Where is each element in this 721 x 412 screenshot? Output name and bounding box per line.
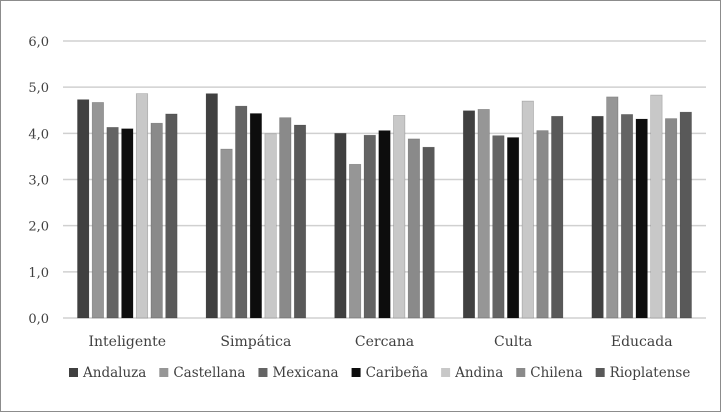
bar-andaluza [591, 115, 604, 319]
bar-rioplatense [293, 124, 307, 319]
y-tick-label: 5,0 [28, 81, 49, 96]
y-tick-label: 4,0 [28, 127, 49, 142]
bar-mexicana [620, 114, 634, 319]
bar-chilena [665, 118, 678, 319]
legend-label: Castellana [173, 365, 245, 381]
y-tick-label: 2,0 [28, 220, 49, 235]
bar-andina [135, 93, 149, 319]
legend-label: Mexicana [272, 365, 338, 381]
bar-caribeña [121, 128, 134, 319]
bar-chilena [150, 122, 163, 319]
bar-mexicana [492, 135, 505, 319]
bar-chilena [279, 117, 292, 319]
bar-rioplatense [165, 113, 178, 319]
y-tick-label: 6,0 [28, 35, 49, 50]
bar-andaluza [77, 99, 90, 319]
legend-swatch-caribeña [351, 368, 361, 377]
bar-andina [393, 115, 406, 319]
legend-label: Andaluza [82, 365, 146, 381]
bar-castellana [349, 163, 362, 319]
bar-andina [264, 133, 277, 319]
bar-castellana [220, 148, 233, 319]
legend-label: Chilena [530, 365, 582, 381]
legend-swatch-andina [441, 368, 451, 377]
legend-swatch-rioplatense [595, 368, 605, 377]
bar-caribeña [249, 113, 262, 319]
x-tick-label: Inteligente [89, 334, 167, 350]
bar-andina [650, 94, 663, 319]
x-tick-label: Cercana [355, 334, 414, 350]
bar-chilena [536, 130, 549, 319]
x-tick-label: Culta [494, 334, 532, 350]
bar-castellana [606, 96, 619, 319]
y-tick-label: 3,0 [28, 174, 49, 189]
bar-andina [521, 100, 534, 319]
bar-caribeña [378, 130, 391, 319]
legend-swatch-mexicana [258, 368, 268, 377]
y-tick-label: 1,0 [28, 266, 49, 281]
bar-rioplatense [679, 111, 692, 319]
legend-swatch-castellana [159, 368, 169, 377]
bar-caribeña [635, 118, 648, 319]
bar-andaluza [334, 133, 347, 319]
bar-mexicana [235, 105, 248, 319]
legend-label: Caribeña [366, 365, 429, 381]
x-tick-label: Simpática [220, 334, 291, 350]
legend-label: Rioplatense [610, 365, 691, 381]
bar-andaluza [205, 93, 218, 319]
bar-rioplatense [551, 115, 564, 319]
y-tick-label: 0,0 [28, 312, 49, 327]
legend-swatch-andaluza [69, 368, 78, 377]
bar-castellana [477, 109, 490, 319]
bar-mexicana [106, 127, 119, 319]
bar-castellana [91, 102, 104, 319]
legend-swatch-chilena [516, 368, 526, 377]
bar-andaluza [462, 110, 476, 319]
x-tick-label: Educada [611, 334, 673, 350]
bar-rioplatense [422, 146, 435, 319]
bar-mexicana [363, 134, 376, 319]
bar-caribeña [507, 137, 520, 319]
bar-chilena [407, 138, 420, 319]
legend-label: Andina [454, 365, 503, 381]
